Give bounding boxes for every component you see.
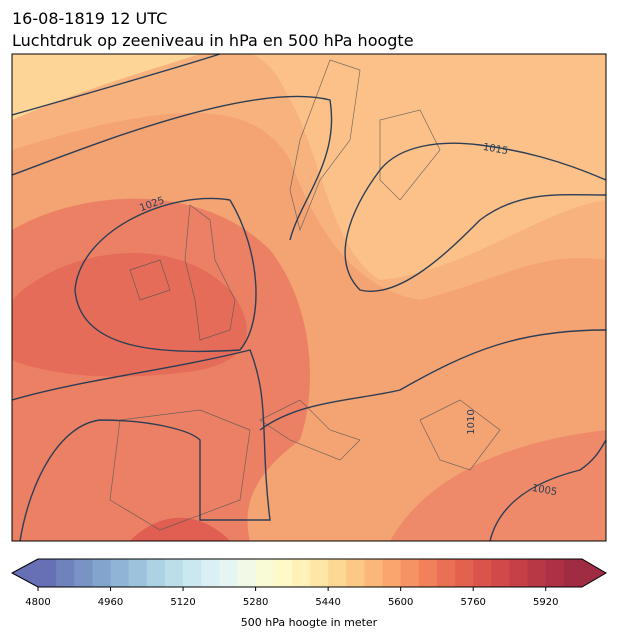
- colorbar-band: [237, 559, 257, 587]
- colorbar-band: [491, 559, 510, 587]
- colorbar-extend: [12, 559, 38, 587]
- colorbar-band: [400, 559, 420, 587]
- colorbar-band: [418, 559, 438, 587]
- colorbar-band: [110, 559, 130, 587]
- colorbar-band: [455, 559, 474, 587]
- map-frame: [11, 53, 607, 542]
- colorbar-band: [146, 559, 166, 587]
- colorbar-tick-label: 5600: [388, 597, 413, 608]
- colorbar-band: [563, 559, 583, 587]
- colorbar-band: [473, 559, 492, 587]
- colorbar-band: [273, 559, 293, 587]
- title: 16-08-1819 12 UTC: [12, 9, 167, 28]
- colorbar-band: [128, 559, 148, 587]
- colorbar-tick-label: 5120: [170, 597, 195, 608]
- colorbar-tick-label: 4960: [98, 597, 123, 608]
- colorbar-tick-label: 5760: [460, 597, 485, 608]
- subtitle: Luchtdruk op zeeniveau in hPa en 500 hPa…: [12, 31, 414, 50]
- colorbar-band: [255, 559, 275, 587]
- colorbar-band: [92, 559, 112, 587]
- colorbar-label: 500 hPa hoogte in meter: [241, 616, 378, 629]
- colorbar-band: [346, 559, 365, 587]
- colorbar-tick-label: 4800: [25, 597, 50, 608]
- colorbar-band: [509, 559, 529, 587]
- colorbar-frame: [10, 558, 607, 588]
- contour-label: 1015: [482, 142, 509, 157]
- colorbar-band: [38, 559, 57, 587]
- colorbar-band: [328, 559, 347, 587]
- colorbar-tick-label: 5280: [243, 597, 268, 608]
- colorbar-tick-label: 5440: [315, 597, 340, 608]
- colorbar-band: [183, 559, 202, 587]
- colorbar-extend: [582, 559, 606, 587]
- contour-label: 1010: [466, 409, 477, 434]
- contour-label: 1005: [531, 483, 558, 498]
- colorbar-band: [545, 559, 565, 587]
- colorbar-band: [164, 559, 184, 587]
- colorbar-band: [382, 559, 402, 587]
- colorbar-band: [364, 559, 384, 587]
- colorbar-band: [436, 559, 456, 587]
- map: 1025 1015 1010 1005: [12, 54, 606, 541]
- colorbar-band: [527, 559, 547, 587]
- colorbar-band: [201, 559, 220, 587]
- colorbar-band: [74, 559, 93, 587]
- colorbar-band: [56, 559, 75, 587]
- colorbar-band: [219, 559, 238, 587]
- colorbar-band: [291, 559, 311, 587]
- colorbar: 4800 4960 5120 5280 5440 5600 5760 5920: [10, 558, 607, 608]
- colorbar-tick-label: 5920: [533, 597, 558, 608]
- colorbar-band: [310, 559, 329, 587]
